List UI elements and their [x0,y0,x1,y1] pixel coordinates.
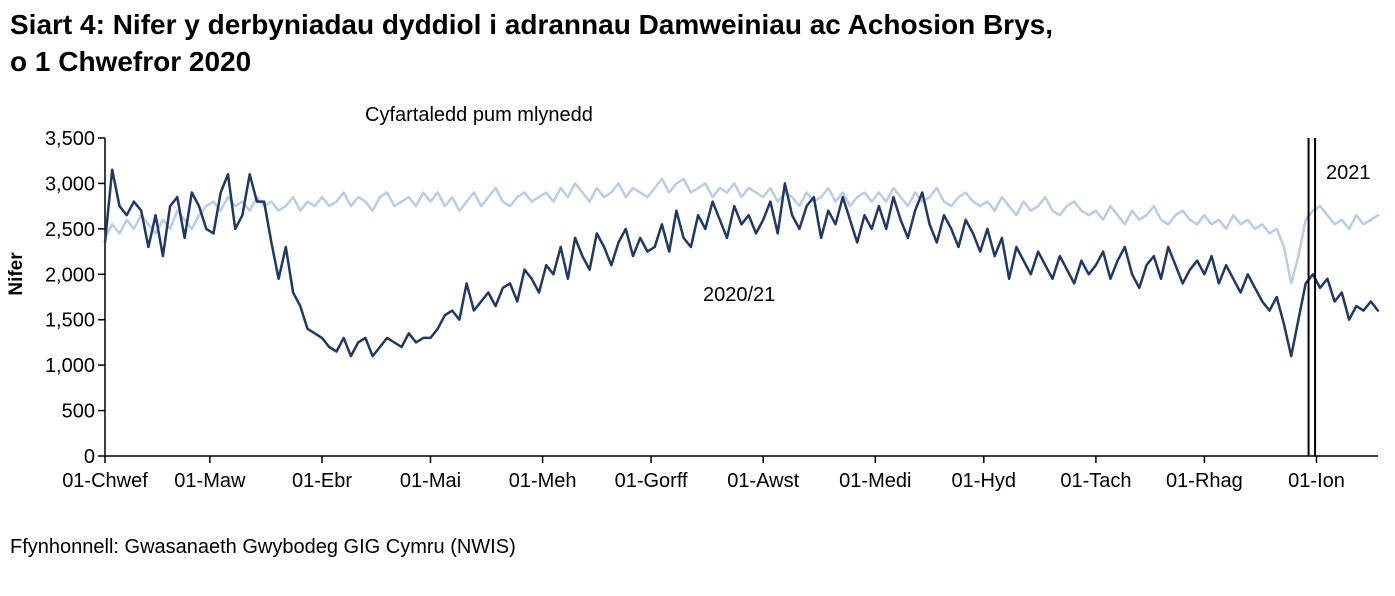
x-tick-label: 01-Hyd [952,470,1016,492]
x-tick-label: 01-Chwef [62,470,148,492]
series-line-cyfartaledd-pum-mlynedd [103,177,1380,285]
chart-title: Siart 4: Nifer y derbyniadau dyddiol i a… [10,6,1395,80]
x-tick-label: 01-Awst [727,470,799,492]
x-tick-label: 01-Tach [1060,470,1131,492]
series-line-2020-21 [103,168,1380,358]
y-tick-label: 2,000 [45,264,95,286]
y-tick-label: 3,500 [45,128,95,150]
series-label-five-year-average: Cyfartaledd pum mlynedd [365,104,593,126]
year-2021-label: 2021 [1326,162,1371,184]
y-tick-label: 0 [84,446,95,468]
chart-title-line2: o 1 Chwefror 2020 [10,46,252,77]
y-tick-label: 2,500 [45,219,95,241]
y-tick-label: 1,000 [45,355,95,377]
series-label-2020-21: 2020/21 [703,284,775,306]
x-tick-label: 01-Mai [400,470,461,492]
y-axis-title: Nifer [6,252,27,296]
x-tick-label: 01-Medi [839,470,911,492]
x-tick-label: 01-Gorff [615,470,688,492]
x-tick-label: 01-Rhag [1166,470,1243,492]
y-tick-label: 1,500 [45,310,95,332]
admissions-line-chart: 0 500 1,000 1,500 2,000 2,500 3,000 3,500 01-Chw… [6,104,1380,492]
chart-area: 0 500 1,000 1,500 2,000 2,500 3,000 3,500 01-Chw… [0,88,1395,520]
chart-annotations: Cyfartaledd pum mlynedd 2020/21 2021 Nif… [6,104,1371,306]
y-tick-label: 500 [62,401,95,423]
source-note: Ffynhonnell: Gwasanaeth Gwybodeg GIG Cym… [10,536,516,558]
x-tick-label: 01-Ebr [292,470,352,492]
x-tick-label: 01-Ion [1288,470,1345,492]
x-tick-label: 01-Maw [174,470,246,492]
x-tick-label: 01-Meh [509,470,577,492]
chart-title-line1: Siart 4: Nifer y derbyniadau dyddiol i a… [10,9,1053,40]
y-tick-label: 3,000 [45,173,95,195]
